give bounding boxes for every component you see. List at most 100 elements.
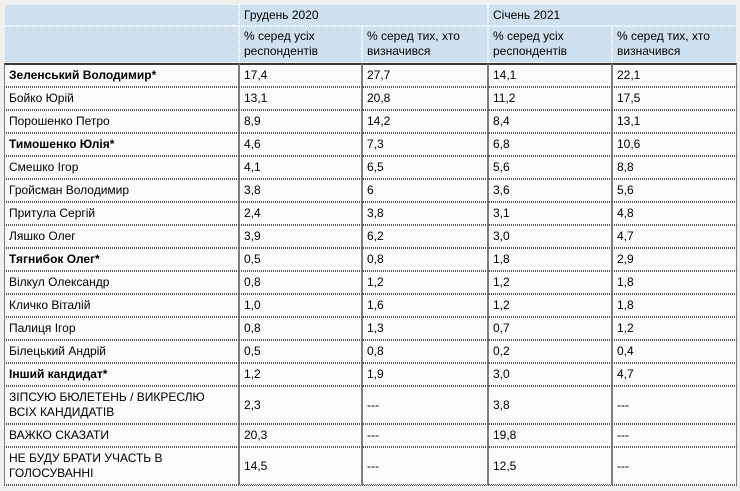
value-cell: 20,3 [239,424,362,447]
candidate-name-cell: Порошенко Петро [4,110,239,133]
candidate-name-cell: ЗІПСУЮ БЮЛЕТЕНЬ / ВИКРЕСЛЮ ВСІХ КАНДИДАТ… [4,386,239,424]
candidate-name-cell: Ляшко Олег [4,225,239,248]
candidate-name-cell: Палиця Ігор [4,317,239,340]
candidate-name-cell: Бойко Юрій [4,87,239,110]
table-row: Палиця Ігор 0,8 1,3 0,7 1,2 [4,317,738,340]
value-cell: 5,6 [612,179,738,202]
subheader-dec-decided: % серед тих, хто визначився [362,26,488,63]
value-cell: 4,7 [612,225,738,248]
value-cell: --- [362,424,488,447]
value-cell: 4,6 [239,133,362,156]
table-row: Зеленський Володимир* 17,4 27,7 14,1 22,1 [4,63,738,87]
value-cell: --- [362,386,488,424]
value-cell: 8,8 [612,156,738,179]
table-row: Тимошенко Юлія* 4,6 7,3 6,8 10,6 [4,133,738,156]
value-cell: 2,9 [612,248,738,271]
value-cell: 1,6 [362,294,488,317]
value-cell: 3,1 [488,202,612,225]
value-cell: 5,6 [488,156,612,179]
value-cell: 0,8 [362,340,488,363]
value-cell: 3,0 [488,363,612,386]
subheader-jan-decided: % серед тих, хто визначився [612,26,738,63]
table-row: Бойко Юрій 13,1 20,8 11,2 17,5 [4,87,738,110]
table-row: Смешко Ігор 4,1 6,5 5,6 8,8 [4,156,738,179]
table-row: Притула Сергій 2,4 3,8 3,1 4,8 [4,202,738,225]
value-cell: 1,8 [612,294,738,317]
candidate-name-cell: Тимошенко Юлія* [4,133,239,156]
value-cell: --- [612,447,738,485]
value-cell: 14,5 [239,447,362,485]
value-cell: 22,1 [612,63,738,87]
table-row: Інший кандидат* 1,2 1,9 3,0 4,7 [4,363,738,386]
value-cell: 17,5 [612,87,738,110]
value-cell: 14,1 [488,63,612,87]
value-cell: 3,8 [362,202,488,225]
candidate-name-cell: Білецький Андрій [4,340,239,363]
candidate-name-cell: Вілкул Олександр [4,271,239,294]
value-cell: 27,7 [362,63,488,87]
value-cell: 0,7 [488,317,612,340]
value-cell: 1,3 [362,317,488,340]
table-row: Гройсман Володимир 3,8 6 3,6 5,6 [4,179,738,202]
value-cell: 19,8 [488,424,612,447]
value-cell: 3,8 [239,179,362,202]
value-cell: --- [612,424,738,447]
value-cell: 1,0 [239,294,362,317]
value-cell: 11,2 [488,87,612,110]
subheader-jan-all-respondents: % серед усіх респондентів [488,26,612,63]
candidate-name-cell: Притула Сергій [4,202,239,225]
value-cell: 3,6 [488,179,612,202]
table-row: Білецький Андрій 0,5 0,8 0,2 0,4 [4,340,738,363]
candidate-name-cell: Кличко Віталій [4,294,239,317]
value-cell: 7,3 [362,133,488,156]
candidate-name-cell: Гройсман Володимир [4,179,239,202]
candidate-name-cell: Смешко Ігор [4,156,239,179]
table-body: Зеленський Володимир* 17,4 27,7 14,1 22,1 Бой… [4,63,738,485]
value-cell: 4,8 [612,202,738,225]
value-cell: 12,5 [488,447,612,485]
value-cell: 8,9 [239,110,362,133]
table-row: ЗІПСУЮ БЮЛЕТЕНЬ / ВИКРЕСЛЮ ВСІХ КАНДИДАТ… [4,386,738,424]
candidate-name-cell: Інший кандидат* [4,363,239,386]
value-cell: 4,7 [612,363,738,386]
value-cell: 10,6 [612,133,738,156]
candidate-name-cell: ВАЖКО СКАЗАТИ [4,424,239,447]
value-cell: 6,2 [362,225,488,248]
value-cell: 3,9 [239,225,362,248]
value-cell: 0,5 [239,248,362,271]
value-cell: 1,8 [488,248,612,271]
value-cell: 0,8 [239,271,362,294]
table-row: Тягнибок Олег* 0,5 0,8 1,8 2,9 [4,248,738,271]
corner-cell-top [4,4,239,26]
table-row: Вілкул Олександр 0,8 1,2 1,2 1,8 [4,271,738,294]
value-cell: 6 [362,179,488,202]
value-cell: 1,8 [612,271,738,294]
table-row: Кличко Віталій 1,0 1,6 1,2 1,8 [4,294,738,317]
value-cell: 13,1 [239,87,362,110]
header-group-row: Грудень 2020 Січень 2021 [4,4,738,26]
candidate-name-cell: Зеленський Володимир* [4,63,239,87]
candidate-name-cell: НЕ БУДУ БРАТИ УЧАСТЬ В ГОЛОСУВАННІ [4,447,239,485]
value-cell: 0,4 [612,340,738,363]
subheader-row: % серед усіх респондентів % серед тих, х… [4,26,738,63]
value-cell: 1,2 [488,271,612,294]
value-cell: 4,1 [239,156,362,179]
value-cell: 0,8 [239,317,362,340]
value-cell: 1,2 [239,363,362,386]
value-cell: 1,2 [362,271,488,294]
value-cell: 6,8 [488,133,612,156]
value-cell: 1,2 [612,317,738,340]
value-cell: --- [612,386,738,424]
table-row: Порошенко Петро 8,9 14,2 8,4 13,1 [4,110,738,133]
value-cell: 13,1 [612,110,738,133]
value-cell: 0,8 [362,248,488,271]
value-cell: 3,0 [488,225,612,248]
value-cell: 8,4 [488,110,612,133]
period-header-january-2021: Січень 2021 [488,4,738,26]
table-row: Ляшко Олег 3,9 6,2 3,0 4,7 [4,225,738,248]
value-cell: 0,5 [239,340,362,363]
corner-cell-bottom [4,26,239,63]
value-cell: 1,2 [488,294,612,317]
value-cell: 17,4 [239,63,362,87]
value-cell: 20,8 [362,87,488,110]
